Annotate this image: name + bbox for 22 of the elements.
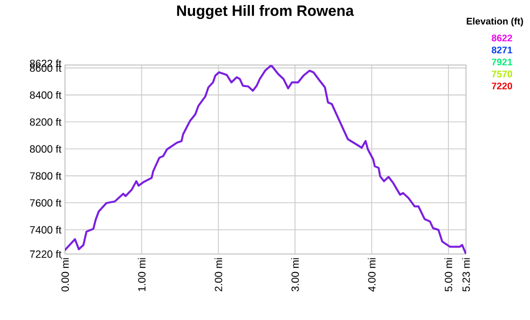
y-tick-label: 8200 ft <box>30 118 62 126</box>
x-tick-label: 3.00 mi <box>291 258 299 292</box>
color-bar-title: Elevation (ft) <box>466 18 524 26</box>
chart-title: Nugget Hill from Rowena <box>177 5 354 19</box>
x-tick-label: 1.00 mi <box>138 258 146 292</box>
x-tick-label: 2.00 mi <box>214 258 222 292</box>
y-tick-label: 7400 ft <box>30 226 62 234</box>
text: 7220 <box>492 82 512 90</box>
x-tick-label: 4.00 mi <box>368 258 376 292</box>
text: 8271 <box>492 46 512 54</box>
x-tick-label: 5.00 mi <box>444 258 452 292</box>
y-tick-label: 8400 ft <box>30 91 62 99</box>
x-tick-label: 5.23 mi <box>462 258 470 292</box>
text: 7921 <box>492 58 512 66</box>
y-tick-label: 8000 ft <box>30 145 62 153</box>
text: 7570 <box>492 70 512 78</box>
line-series <box>65 64 466 254</box>
x-tick-label: 0.00 mi <box>61 258 69 292</box>
text: 8622 <box>492 34 512 42</box>
y-tick-label: 7600 ft <box>30 198 62 207</box>
y-tick-label: 7220 ft <box>30 250 62 258</box>
y-tick-label: 7800 ft <box>30 172 62 180</box>
